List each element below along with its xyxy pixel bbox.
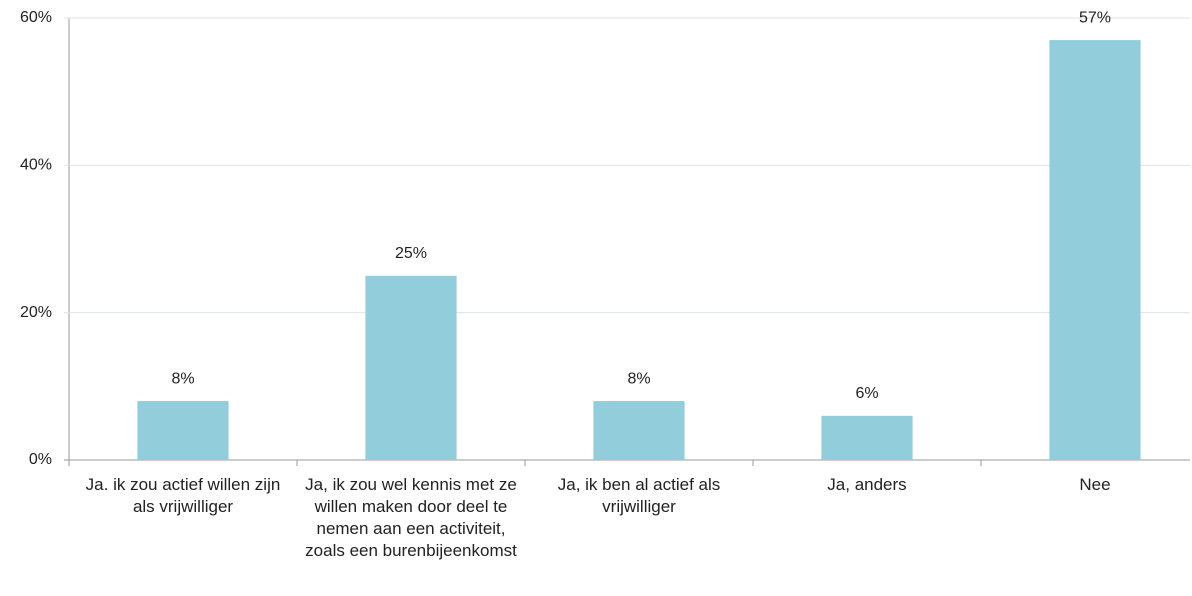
y-tick-label: 40% [20, 157, 52, 174]
y-tick-label: 60% [20, 9, 52, 26]
y-tick-label: 20% [20, 304, 52, 321]
x-tick-label: Nee [1079, 475, 1111, 494]
bar [593, 401, 685, 460]
data-label: 57% [1079, 9, 1111, 26]
x-tick-label: Ja, ik zou wel kennis met ze willen make… [305, 475, 517, 560]
data-label: 8% [171, 370, 194, 387]
y-tick-label: 0% [29, 451, 52, 468]
data-label: 8% [627, 370, 650, 387]
bar [821, 415, 913, 460]
x-tick-label: Ja, ik ben al actief als vrijwilliger [557, 475, 721, 516]
bar [365, 275, 457, 460]
data-label: 25% [395, 245, 427, 262]
bar [137, 401, 229, 460]
bar [1049, 40, 1141, 460]
x-tick-label: Ja. ik zou actief willen zijn als vrijwi… [85, 475, 281, 516]
data-label: 6% [855, 385, 878, 402]
x-tick-label: Ja, anders [827, 475, 907, 494]
